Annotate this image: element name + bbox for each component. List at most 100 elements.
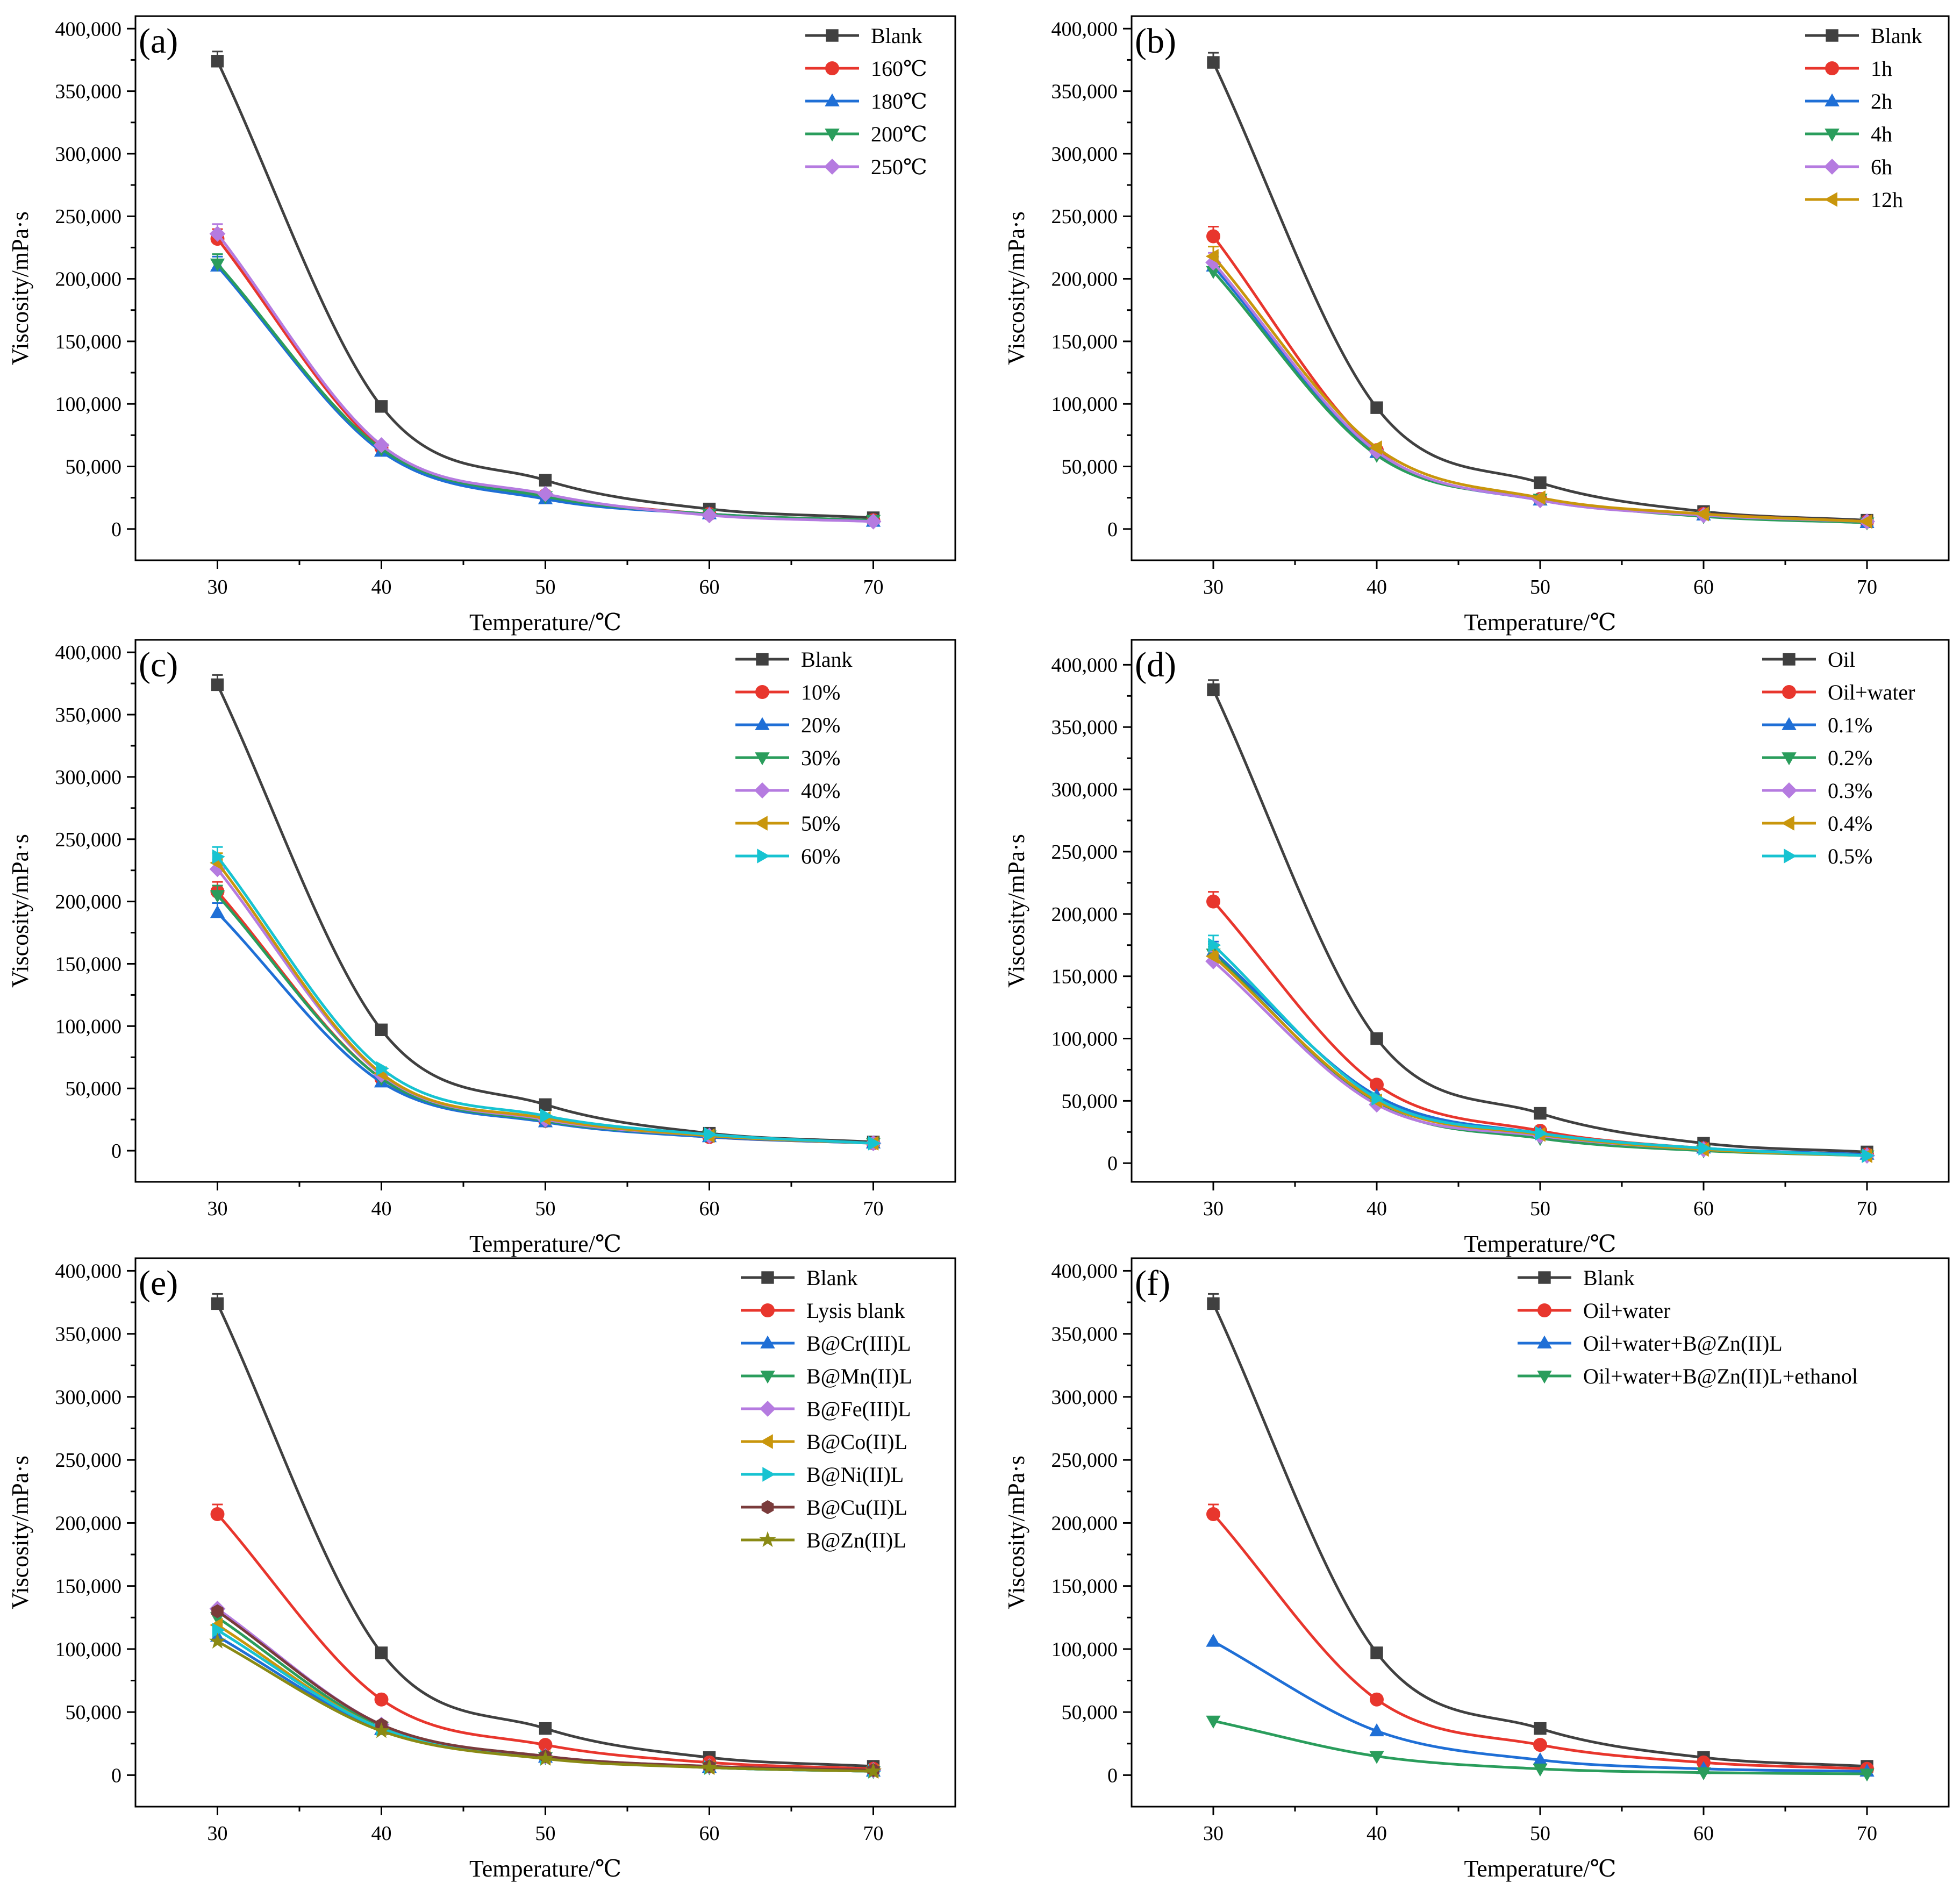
data-point: [1533, 1763, 1548, 1777]
x-tick-label: 40: [1367, 1822, 1387, 1845]
x-tick-label: 60: [1693, 576, 1714, 598]
y-tick-label: 250,000: [55, 205, 122, 228]
y-tick-label: 350,000: [55, 1323, 122, 1346]
legend: Blank 1h 2h 4h 6h 12h: [1805, 24, 1922, 212]
series-line: [216, 262, 874, 522]
x-tick-label: 40: [371, 1822, 392, 1845]
y-axis-title: Viscosity/mPa·s: [7, 211, 33, 365]
panel-tag: (e): [139, 1264, 178, 1303]
legend-label: 4h: [1871, 122, 1892, 146]
legend-label: B@Fe(III)L: [806, 1397, 911, 1421]
series-line: [1212, 689, 1868, 1153]
y-tick-label: 0: [111, 1140, 121, 1162]
chart-panel-c: 30 40 50 60 70 0 50,000 100,000 150,000 200,000 25…: [7, 639, 956, 1257]
y-tick-label: 250,000: [1051, 1449, 1118, 1472]
legend-label: Oil: [1828, 647, 1855, 672]
legend-marker: [1537, 1303, 1551, 1317]
y-tick-label: 300,000: [55, 1386, 122, 1409]
x-tick-label: 60: [1693, 1197, 1714, 1220]
data-point: [1862, 1148, 1875, 1163]
legend-marker: [760, 1434, 773, 1449]
y-tick-label: 100,000: [1051, 393, 1118, 416]
data-point: [1534, 1107, 1547, 1120]
x-tick-label: 70: [1857, 576, 1877, 598]
y-tick-label: 0: [111, 1764, 121, 1787]
series-layer: [1205, 679, 1875, 1164]
x-tick-label: 70: [863, 1197, 884, 1220]
data-point: [1206, 266, 1221, 279]
y-tick-label: 50,000: [1062, 456, 1118, 479]
y-tick-label: 300,000: [1051, 143, 1118, 166]
data-point: [1535, 1126, 1548, 1141]
y-tick-label: 0: [1107, 1764, 1118, 1787]
chart-panel-d: 30 40 50 60 70 0 50,000 100,000 150,000 200,000 25…: [1003, 639, 1950, 1257]
legend-marker: [1825, 93, 1840, 106]
legend-marker: [1537, 1335, 1552, 1349]
legend-marker: [1824, 192, 1837, 207]
y-tick-label: 300,000: [55, 766, 122, 789]
legend-label: 12h: [1871, 188, 1903, 212]
y-tick-label: 350,000: [55, 81, 122, 103]
legend-marker: [755, 752, 770, 766]
panel-tag: (b): [1135, 22, 1176, 61]
x-tick-label: 40: [1367, 1197, 1387, 1220]
x-tick-label: 40: [1367, 576, 1387, 598]
legend-marker: [761, 1271, 774, 1284]
x-axis-title: Temperature/℃: [1464, 1856, 1616, 1882]
series-b-5: [1205, 246, 1872, 529]
legend-marker: [760, 1371, 775, 1384]
legend-marker: [1784, 848, 1797, 864]
legend-marker: [759, 1531, 776, 1547]
data-point: [865, 1763, 882, 1779]
legend-marker: [1825, 129, 1840, 142]
y-tick-label: 100,000: [55, 393, 122, 416]
data-point: [209, 1632, 226, 1649]
data-point: [1533, 1738, 1547, 1752]
series-d-1: [1206, 891, 1874, 1162]
y-axis-title: Viscosity/mPa·s: [1003, 1456, 1029, 1609]
y-tick-label: 400,000: [1051, 18, 1118, 40]
data-point: [1206, 1507, 1220, 1521]
y-tick-label: 50,000: [66, 1701, 122, 1724]
legend-marker: [825, 61, 839, 75]
series-d-0: [1207, 679, 1873, 1159]
y-tick-label: 150,000: [55, 1575, 122, 1598]
y-tick-label: 0: [1107, 1152, 1118, 1175]
series-a-4: [209, 223, 882, 530]
data-point: [1206, 229, 1220, 244]
data-point: [1207, 1297, 1220, 1310]
legend-marker: [754, 782, 770, 798]
x-tick-label: 70: [863, 1822, 884, 1845]
x-tick-label: 60: [699, 1197, 720, 1220]
legend-label: Blank: [1583, 1266, 1635, 1290]
chart-panel-e: 30 40 50 60 70 0 50,000 100,000 150,000 200,000 25…: [7, 1257, 956, 1882]
y-tick-label: 150,000: [1051, 331, 1118, 353]
data-point: [211, 678, 224, 691]
data-point: [373, 437, 390, 453]
legend-marker: [825, 129, 840, 142]
data-point: [210, 905, 225, 918]
legend-label: 0.3%: [1828, 779, 1872, 803]
data-point: [373, 1722, 390, 1738]
data-point: [1206, 1634, 1221, 1647]
legend-label: 30%: [801, 746, 840, 770]
y-tick-label: 100,000: [1051, 1028, 1118, 1051]
series-layer: [1205, 52, 1875, 531]
data-point: [1205, 249, 1219, 264]
legend-marker: [1782, 717, 1797, 730]
legend-marker: [1781, 816, 1794, 831]
data-point: [1696, 507, 1709, 522]
chart-panel-a: 30 40 50 60 70 0 50,000 100,000 150,000 200,000 25…: [7, 15, 956, 636]
y-tick-label: 350,000: [1051, 716, 1118, 739]
legend-label: 0.1%: [1828, 713, 1872, 737]
x-tick-label: 60: [699, 576, 720, 598]
x-axis-title: Temperature/℃: [1464, 609, 1616, 636]
y-tick-label: 100,000: [1051, 1638, 1118, 1661]
series-f-1: [1206, 1503, 1874, 1776]
y-tick-label: 50,000: [66, 456, 122, 479]
x-tick-label: 60: [1693, 1822, 1714, 1845]
x-tick-label: 70: [1857, 1822, 1877, 1845]
y-tick-label: 350,000: [1051, 81, 1118, 103]
legend-marker: [755, 685, 769, 699]
y-tick-label: 50,000: [1062, 1090, 1118, 1112]
